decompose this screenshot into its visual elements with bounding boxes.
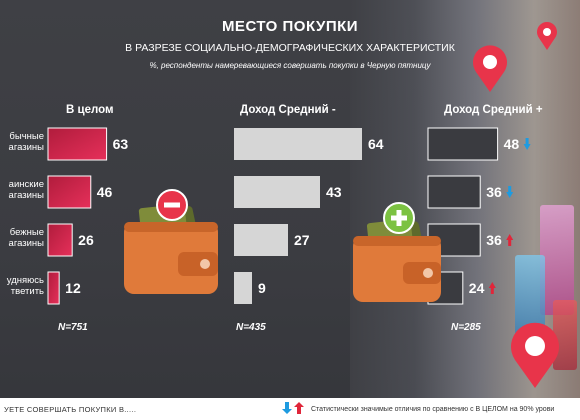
page-subtitle: В РАЗРЕЗЕ СОЦИАЛЬНО-ДЕМОГРАФИЧЕСКИХ ХАРА… [125,42,455,54]
bar-2-1 [427,175,481,209]
map-pin-icon [511,322,560,388]
bar-1-2 [234,224,288,256]
data-label: 64 [368,136,384,152]
data-label: 63 [113,136,129,152]
data-label: 26 [78,232,94,248]
wallet-minus-icon [124,189,218,294]
map-pin-icon [537,21,557,50]
column-header-total: В целом [66,104,114,116]
sample-size-income-minus: N=435 [236,322,266,333]
arrow-down-icon [523,138,531,150]
bar-1-1 [234,176,320,208]
shopping-bag-red [553,300,577,370]
bar-1-0 [234,128,362,160]
bar-0-2 [47,223,73,257]
bar-0-1 [47,175,92,209]
data-label: 36 [486,184,502,200]
footer-question: УЕТЕ СОВЕРШАТЬ ПОКУПКИ В..... [4,405,137,414]
data-label: 46 [97,184,113,200]
shopping-bag-pink [540,205,574,315]
page-title: МЕСТО ПОКУПКИ [221,18,359,35]
sample-size-income-plus: N=285 [451,322,481,333]
row-label: бычные агазины [8,131,44,153]
bar-1-3 [234,272,252,304]
column-header-income-plus: Доход Средний + [444,104,543,116]
row-label: удняюсь тветить [6,275,44,297]
sample-size-total: N=751 [58,322,88,333]
bar-0-3 [47,271,60,305]
data-label: 27 [294,232,310,248]
data-label: 43 [326,184,342,200]
arrow-up-icon [488,282,496,294]
wallet-plus-icon [353,202,441,302]
data-label: 48 [504,136,520,152]
footer-significance-note: Статистически значимые отличия по сравне… [311,406,555,413]
column-header-income-minus: Доход Средний - [240,104,336,116]
data-label: 12 [65,280,81,296]
row-label: аинские агазины [8,179,44,201]
data-label: 36 [486,232,502,248]
arrow-up-icon [506,234,514,246]
data-label: 24 [469,280,485,296]
bar-2-0 [427,127,499,161]
data-label: 9 [258,280,266,296]
row-label: бежные агазины [8,227,44,249]
arrow-down-icon [506,186,514,198]
bar-0-0 [47,127,108,161]
shopping-bag-blue [515,255,545,335]
respondents-note: %, респонденты намеревающиеся совершать … [149,61,431,70]
significance-legend-icon [282,402,304,414]
map-pin-icon [472,45,507,92]
